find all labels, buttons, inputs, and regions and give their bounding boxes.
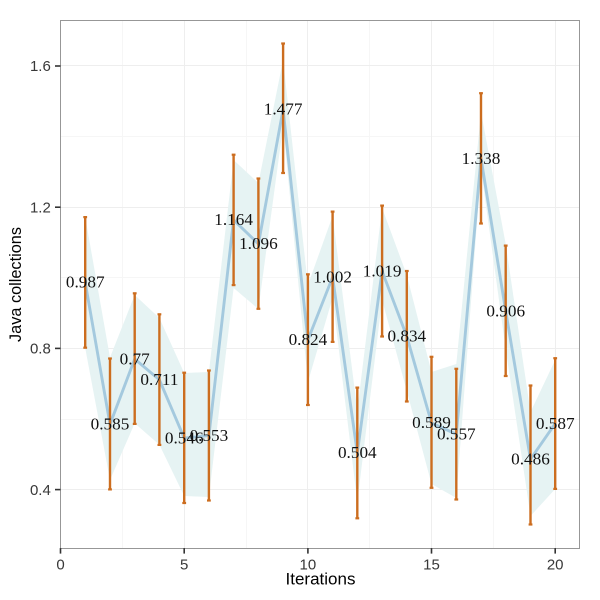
svg-text:15: 15 — [423, 557, 440, 574]
svg-text:0.906: 0.906 — [486, 301, 525, 320]
svg-text:0.711: 0.711 — [140, 370, 178, 389]
svg-text:0.546: 0.546 — [165, 428, 204, 447]
svg-text:0.824: 0.824 — [289, 330, 328, 349]
svg-text:0.77: 0.77 — [120, 349, 150, 368]
svg-text:0.8: 0.8 — [30, 341, 51, 358]
svg-text:0.587: 0.587 — [536, 414, 575, 433]
svg-text:1.164: 1.164 — [214, 210, 253, 229]
svg-text:Iterations: Iterations — [286, 570, 356, 589]
svg-text:1.096: 1.096 — [239, 234, 278, 253]
svg-text:1.338: 1.338 — [462, 149, 501, 168]
svg-text:0.557: 0.557 — [437, 425, 476, 444]
svg-text:1.2: 1.2 — [30, 199, 51, 216]
svg-text:Java collections: Java collections — [7, 227, 25, 342]
svg-text:0.834: 0.834 — [387, 327, 426, 346]
svg-text:1.477: 1.477 — [264, 100, 303, 119]
svg-text:0.987: 0.987 — [66, 273, 105, 292]
svg-text:0.504: 0.504 — [338, 443, 377, 462]
svg-text:0: 0 — [56, 557, 64, 574]
svg-text:1.019: 1.019 — [363, 261, 402, 280]
svg-text:10: 10 — [300, 557, 317, 574]
svg-text:0.486: 0.486 — [511, 450, 550, 469]
svg-text:0.553: 0.553 — [190, 426, 229, 445]
svg-text:1.002: 1.002 — [313, 267, 352, 286]
svg-text:5: 5 — [180, 557, 188, 574]
svg-text:1.6: 1.6 — [30, 58, 51, 75]
svg-text:20: 20 — [547, 557, 564, 574]
svg-text:0.4: 0.4 — [30, 482, 51, 499]
svg-text:0.589: 0.589 — [412, 413, 451, 432]
svg-text:0.585: 0.585 — [91, 415, 130, 434]
